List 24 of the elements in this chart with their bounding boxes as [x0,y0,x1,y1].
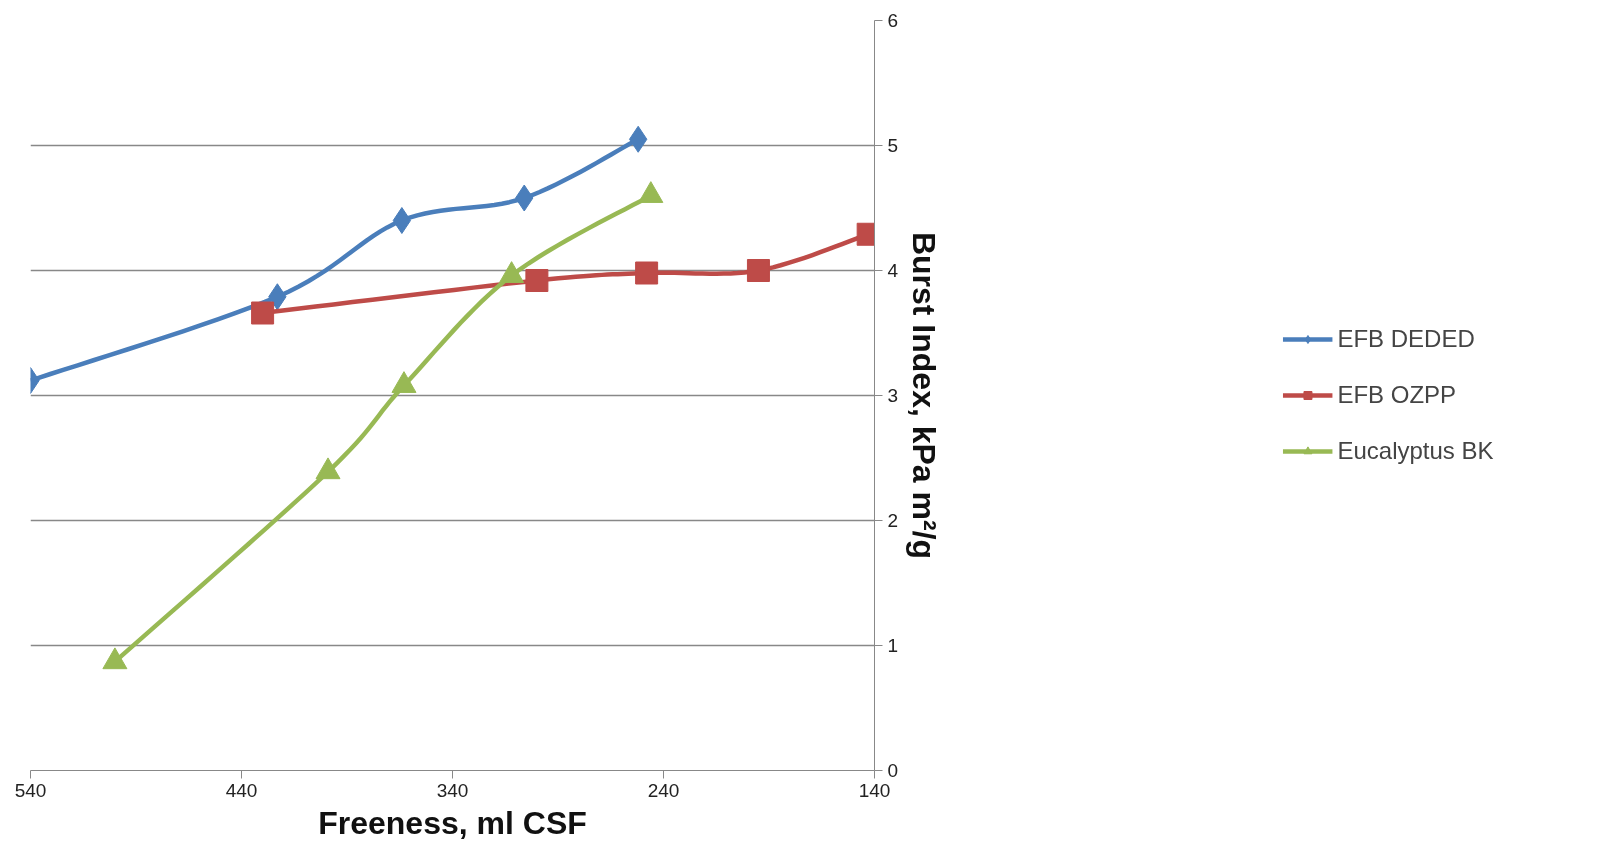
x-tick-label: 240 [647,779,680,801]
y-tick-label: 6 [887,10,899,31]
point [251,301,275,325]
y-tick-label: 4 [887,260,899,281]
y-tick-label: 1 [887,635,899,656]
point [746,259,770,282]
y-tick-label: 2 [887,510,899,531]
x-tick-label: 440 [225,779,258,801]
point [635,261,659,285]
y-tick-label: 3 [887,385,899,406]
point [102,647,128,670]
x-tick-label: 140 [858,779,891,801]
legend-label: EFB OZPP [1337,381,1457,409]
x-tick-label: 540 [14,779,47,801]
point [525,269,549,292]
x-tick-label: 340 [436,779,469,801]
y-tick-label: 0 [887,760,899,781]
y-tick-label: 5 [887,135,899,156]
legend-label: Eucalyptus BK [1337,437,1494,465]
point [315,457,341,480]
legend-label: EFB DEDED [1337,325,1475,353]
x-axis-title: Freeness, ml CSF [318,804,587,841]
point [392,207,412,234]
y-axis-title: Burst Index, kPa m²/g [906,231,943,560]
